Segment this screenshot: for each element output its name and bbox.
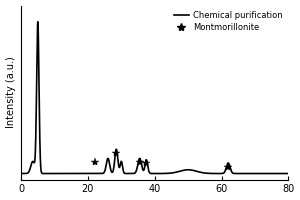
Y-axis label: Intensity (a.u.): Intensity (a.u.)	[6, 57, 16, 128]
Legend: Chemical purification, Montmorillonite: Chemical purification, Montmorillonite	[172, 10, 284, 34]
